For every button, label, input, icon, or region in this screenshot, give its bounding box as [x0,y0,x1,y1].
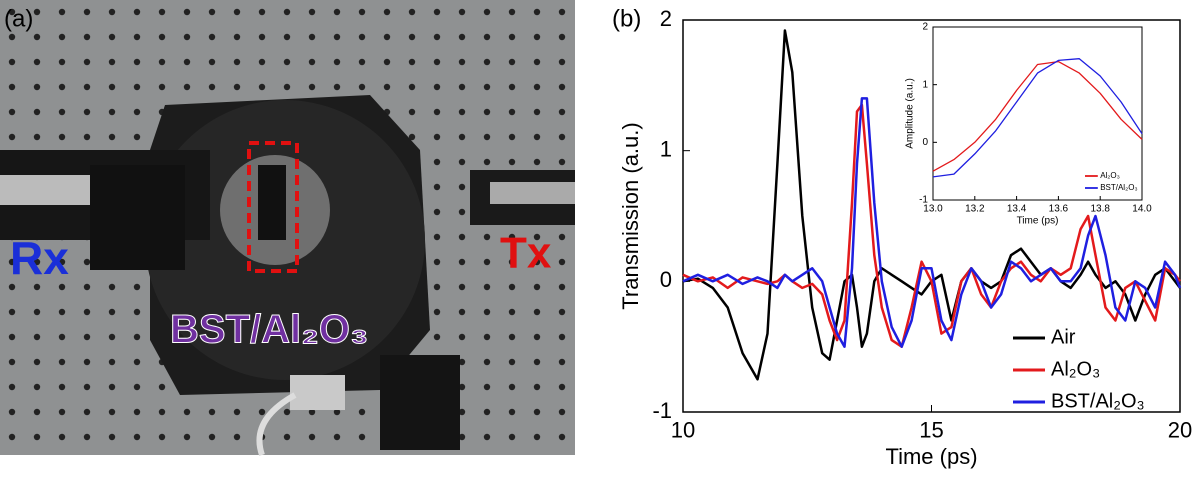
x-tick-label: 13.4 [1007,204,1027,215]
panel-label: (a) [4,5,33,32]
sample-holder [258,165,286,240]
series-line [682,97,1182,348]
x-tick-label: 13.6 [1049,204,1069,215]
x-tick-label: 13.2 [965,204,985,215]
x-tick-label: 13.8 [1090,204,1110,215]
x-axis-label: Time (ps) [885,444,977,469]
x-tick-label: 13.0 [923,204,943,215]
sample-label: BST/Al₂O₃ [170,308,369,352]
x-tick-label: 14.0 [1132,204,1152,215]
x-tick-label: 20 [1168,418,1192,443]
x-tick-label: 10 [671,418,695,443]
rx-rod [0,175,90,205]
y-axis-label: Transmission (a.u.) [618,122,643,309]
rx-label: Rx [10,232,69,284]
tx-rod [490,182,575,204]
y-tick-label: 1 [922,79,928,90]
legend-label: Al₂O₃ [1100,171,1120,180]
tx-label: Tx [500,229,552,278]
panel-label: (b) [612,5,641,32]
rx-mount [90,165,185,270]
legend-label: BST/Al₂O₃ [1051,390,1145,412]
connector [290,375,345,410]
y-tick-label: 1 [660,136,672,161]
x-axis-label: Time (ps) [1017,216,1059,227]
legend-label: Al₂O₃ [1051,358,1100,380]
series-line [932,58,1143,178]
cable [256,392,297,456]
legend-label: BST/Al₂O₃ [1100,183,1137,192]
y-tick-label: 0 [660,267,672,292]
legend-label: Air [1051,326,1076,348]
series-line [932,60,1143,172]
photo: (a) Rx Tx BST/Al₂O₃ [0,0,575,456]
plot-area [932,26,1143,201]
y-tick-label: 2 [922,22,928,33]
y-tick-label: 0 [922,137,928,148]
sample-box [247,141,299,273]
y-tick-label: -1 [919,195,928,206]
y-axis-label: Amplitude (a.u.) [905,78,916,149]
x-tick-label: 15 [919,418,943,443]
y-tick-label: -1 [652,398,672,423]
motor [380,355,460,450]
y-tick-label: 2 [660,6,672,31]
